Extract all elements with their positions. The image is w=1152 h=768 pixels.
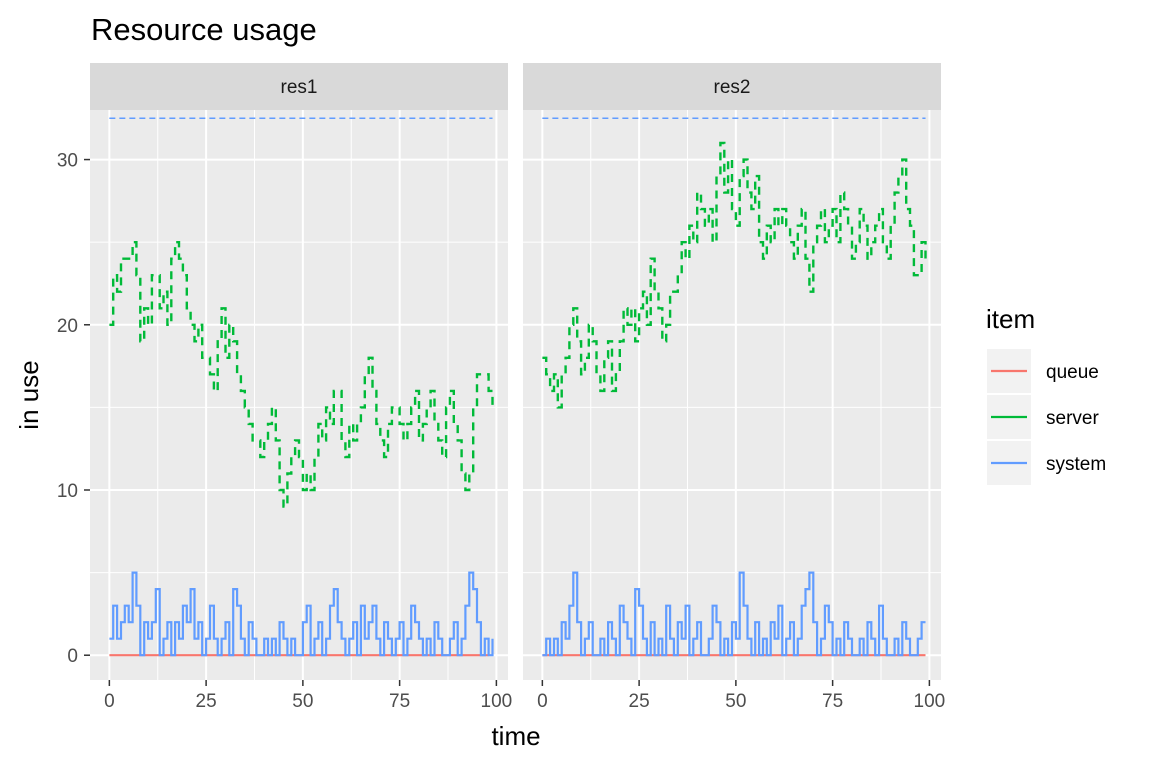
legend-title: item bbox=[986, 304, 1035, 334]
x-tick-label: 100 bbox=[481, 691, 513, 712]
series-line-server bbox=[542, 141, 927, 409]
x-tick-label: 50 bbox=[292, 691, 313, 712]
x-axis-title: time bbox=[491, 721, 540, 751]
x-tick-label: 25 bbox=[629, 691, 650, 712]
x-tick-label: 0 bbox=[537, 691, 548, 712]
legend: item queue server system bbox=[986, 304, 1106, 485]
y-axis-title: in use bbox=[14, 360, 44, 429]
y-tick-label: 30 bbox=[57, 151, 78, 172]
series-line-server bbox=[109, 241, 494, 508]
x-tick-label: 75 bbox=[389, 691, 410, 712]
plot-bg-res1 bbox=[90, 110, 508, 680]
strip-res2 bbox=[523, 63, 941, 110]
legend-label-server: server bbox=[1046, 408, 1099, 429]
chart-title: Resource usage bbox=[91, 12, 317, 47]
series-line-system bbox=[542, 571, 926, 657]
y-axis: 0 10 20 30 bbox=[57, 151, 90, 667]
x-tick-label: 75 bbox=[822, 691, 843, 712]
series-line-system bbox=[109, 571, 494, 657]
x-axis-res1: 0 25 50 75 100 bbox=[104, 680, 512, 712]
y-tick-label: 20 bbox=[57, 316, 78, 337]
strip-label-res1: res1 bbox=[281, 77, 318, 98]
y-tick-label: 10 bbox=[57, 481, 78, 502]
y-tick-label: 0 bbox=[67, 646, 78, 667]
legend-label-queue: queue bbox=[1046, 362, 1099, 383]
x-tick-label: 25 bbox=[196, 691, 217, 712]
series-res1 bbox=[109, 241, 494, 657]
legend-entries: queue server system bbox=[987, 349, 1106, 485]
gridlines-res1 bbox=[90, 110, 508, 680]
panel-res2: res2 bbox=[523, 63, 941, 680]
series-res2 bbox=[542, 141, 927, 657]
x-axis-res2: 0 25 50 75 100 bbox=[537, 680, 945, 712]
strip-res1 bbox=[90, 63, 508, 110]
strip-label-res2: res2 bbox=[714, 77, 751, 98]
x-tick-label: 50 bbox=[725, 691, 746, 712]
panel-res1: res1 bbox=[90, 63, 508, 680]
legend-label-system: system bbox=[1046, 454, 1106, 475]
x-tick-label: 0 bbox=[104, 691, 115, 712]
x-tick-label: 100 bbox=[914, 691, 946, 712]
